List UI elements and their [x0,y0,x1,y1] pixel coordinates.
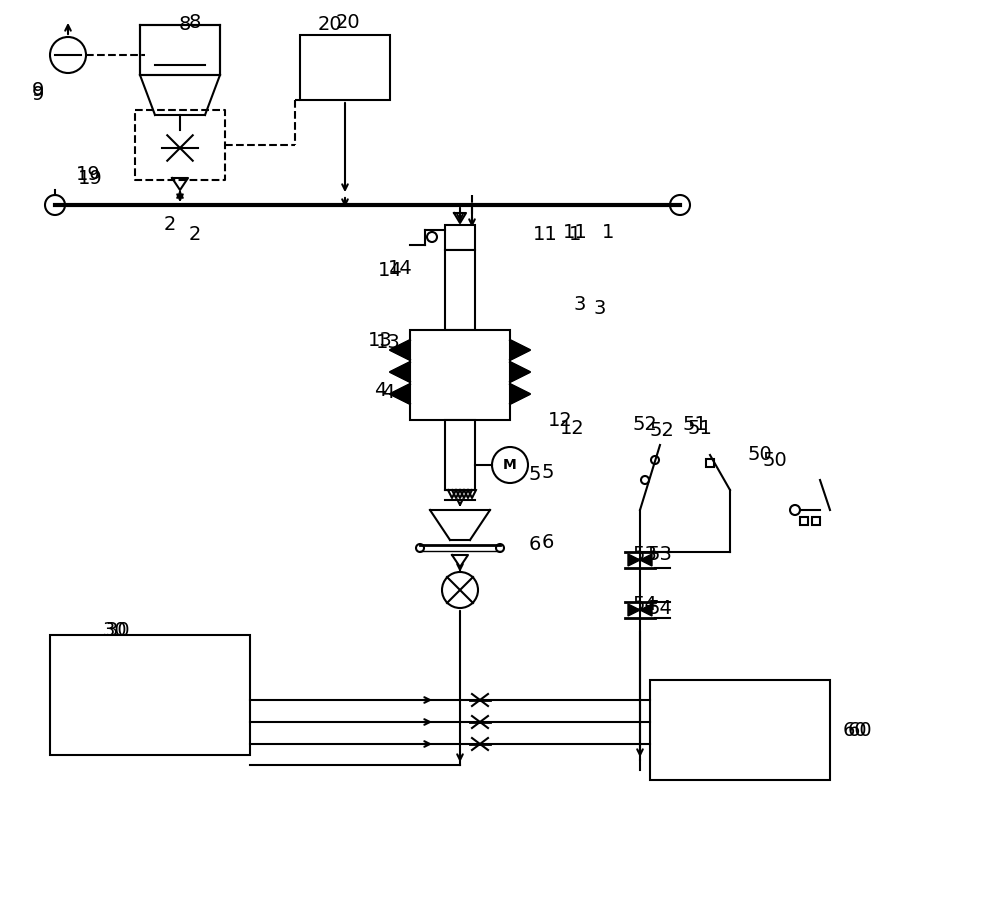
Text: 8: 8 [179,16,191,35]
Text: 13: 13 [376,333,400,352]
Text: 51: 51 [688,419,712,438]
Polygon shape [510,362,530,382]
Text: 2: 2 [189,225,201,245]
Text: 6: 6 [529,536,541,554]
Bar [300,35,390,100]
Text: 13: 13 [368,331,392,350]
Polygon shape [390,362,410,382]
Text: 50: 50 [763,451,787,470]
Text: 12: 12 [560,419,584,438]
Bar [706,459,714,467]
Text: 4: 4 [374,380,386,399]
Bar [445,250,475,330]
Text: 3: 3 [594,299,606,318]
Text: 3: 3 [574,296,586,314]
Text: 19: 19 [76,166,100,184]
Text: 1: 1 [569,225,581,245]
Text: 52: 52 [650,420,674,440]
Bar [445,420,475,490]
Text: 6: 6 [542,532,554,551]
Text: 14: 14 [378,260,402,279]
Text: 51: 51 [683,416,707,434]
Text: 54: 54 [633,595,657,615]
Bar [445,225,475,250]
Text: 50: 50 [748,445,772,464]
Text: 8: 8 [189,13,201,31]
Polygon shape [628,554,640,566]
Polygon shape [640,554,652,566]
Text: 19: 19 [78,169,102,188]
Text: 11: 11 [563,223,587,242]
Text: 9: 9 [32,81,44,100]
Text: 1: 1 [602,223,614,242]
Text: 30: 30 [106,620,130,639]
Text: 20: 20 [336,13,360,31]
Polygon shape [390,384,410,404]
Polygon shape [628,604,640,616]
Text: 30: 30 [103,620,127,639]
Text: 11: 11 [533,225,557,245]
Bar [50,635,250,755]
Text: 53: 53 [633,546,657,564]
Polygon shape [510,384,530,404]
Bar [800,517,808,525]
Bar [812,517,820,525]
Text: 20: 20 [318,16,342,35]
Bar [140,25,220,75]
Text: 14: 14 [388,258,412,278]
Bar [650,680,830,780]
Polygon shape [390,340,410,360]
Text: 52: 52 [633,416,657,434]
Bar [410,330,510,420]
Text: 4: 4 [382,383,394,401]
Polygon shape [510,340,530,360]
Text: 54: 54 [648,598,672,617]
Text: 60: 60 [848,721,872,739]
Text: 53: 53 [648,546,672,564]
Text: 9: 9 [32,85,44,104]
Text: 60: 60 [843,721,867,739]
Text: 12: 12 [548,410,572,430]
Text: 5: 5 [529,465,541,485]
Text: 5: 5 [542,463,554,482]
Text: 2: 2 [164,215,176,234]
Text: M: M [503,458,517,472]
Polygon shape [640,604,652,616]
